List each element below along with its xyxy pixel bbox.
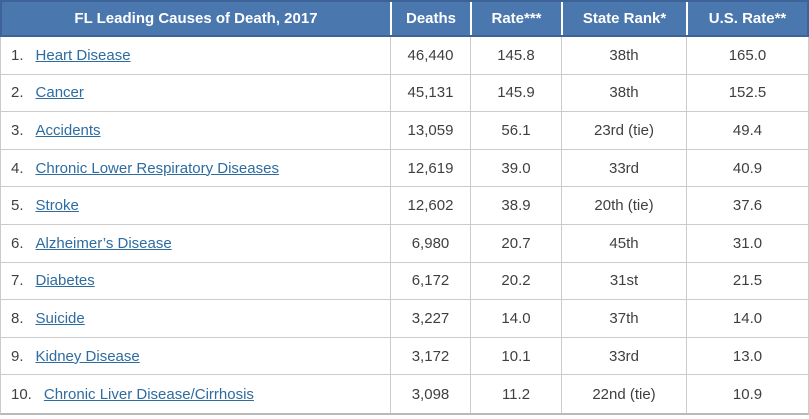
rank-number: 1. [11, 46, 24, 64]
rate-cell: 20.7 [470, 224, 561, 262]
cause-cell: 1. Heart Disease [1, 37, 390, 74]
cause-cell: 2. Cancer [1, 75, 390, 112]
cause-cell: 5. Stroke [1, 187, 390, 224]
us-rate-cell: 40.9 [686, 149, 808, 187]
table-row: 7. Diabetes 6,172 20.2 31st 21.5 [1, 262, 808, 301]
table-row: 9. Kidney Disease 3,172 10.1 33rd 13.0 [1, 337, 808, 376]
state-rank-cell: 37th [561, 300, 686, 337]
cause-cell: 8. Suicide [1, 300, 390, 337]
us-rate-cell: 165.0 [686, 37, 808, 74]
deaths-cell: 6,980 [390, 224, 470, 262]
state-rank-cell: 38th [561, 37, 686, 74]
table-row: 4. Chronic Lower Respiratory Diseases 12… [1, 149, 808, 188]
rank-number: 4. [11, 159, 24, 177]
rate-cell: 145.9 [470, 74, 561, 112]
cause-link[interactable]: Stroke [35, 197, 79, 215]
rate-cell: 38.9 [470, 187, 561, 224]
cause-cell: 4. Chronic Lower Respiratory Diseases [1, 150, 390, 187]
us-rate-cell: 10.9 [686, 375, 808, 413]
rate-cell: 11.2 [470, 375, 561, 413]
cause-cell: 7. Diabetes [1, 263, 390, 300]
rank-number: 3. [11, 121, 24, 139]
column-header-us-rate: U.S. Rate** [686, 2, 807, 35]
us-rate-cell: 13.0 [686, 337, 808, 375]
rank-number: 6. [11, 234, 24, 252]
state-rank-cell: 38th [561, 74, 686, 112]
deaths-cell: 3,172 [390, 337, 470, 375]
rank-number: 10. [11, 385, 32, 403]
deaths-cell: 13,059 [390, 112, 470, 149]
state-rank-cell: 31st [561, 262, 686, 300]
column-header-state-rank: State Rank* [561, 2, 686, 35]
table-title: FL Leading Causes of Death, 2017 [74, 10, 318, 27]
us-rate-cell: 152.5 [686, 74, 808, 112]
state-rank-cell: 22nd (tie) [561, 375, 686, 413]
cause-cell: 9. Kidney Disease [1, 338, 390, 375]
deaths-cell: 12,619 [390, 149, 470, 187]
cause-link[interactable]: Accidents [35, 121, 101, 139]
cause-cell: 3. Accidents [1, 112, 390, 149]
table-row: 10. Chronic Liver Disease/Cirrhosis 3,09… [1, 375, 808, 413]
column-header-rate: Rate*** [470, 2, 561, 35]
table-header-row: FL Leading Causes of Death, 2017 Deaths … [0, 0, 809, 37]
table-row: 6. Alzheimer’s Disease 6,980 20.7 45th 3… [1, 224, 808, 263]
table-row: 2. Cancer 45,131 145.9 38th 152.5 [1, 74, 808, 113]
rate-cell: 20.2 [470, 262, 561, 300]
deaths-cell: 3,098 [390, 375, 470, 413]
cause-link[interactable]: Heart Disease [35, 46, 131, 64]
deaths-cell: 3,227 [390, 300, 470, 337]
table-body: 1. Heart Disease 46,440 145.8 38th 165.0… [0, 37, 809, 415]
cause-link[interactable]: Cancer [35, 84, 84, 102]
rate-cell: 39.0 [470, 149, 561, 187]
rank-number: 8. [11, 309, 24, 327]
table-row: 1. Heart Disease 46,440 145.8 38th 165.0 [1, 37, 808, 75]
column-header-deaths: Deaths [390, 2, 470, 35]
cause-link[interactable]: Alzheimer’s Disease [35, 234, 172, 252]
cause-cell: 6. Alzheimer’s Disease [1, 225, 390, 262]
deaths-cell: 46,440 [390, 37, 470, 74]
rate-cell: 145.8 [470, 37, 561, 74]
cause-link[interactable]: Diabetes [35, 272, 95, 290]
cause-link[interactable]: Chronic Lower Respiratory Diseases [35, 159, 279, 177]
rate-cell: 56.1 [470, 112, 561, 149]
rate-cell: 14.0 [470, 300, 561, 337]
cause-link[interactable]: Chronic Liver Disease/Cirrhosis [43, 385, 254, 403]
state-rank-cell: 33rd [561, 337, 686, 375]
rank-number: 5. [11, 197, 24, 215]
us-rate-cell: 37.6 [686, 187, 808, 224]
us-rate-cell: 49.4 [686, 112, 808, 149]
state-rank-cell: 45th [561, 224, 686, 262]
us-rate-cell: 14.0 [686, 300, 808, 337]
us-rate-cell: 31.0 [686, 224, 808, 262]
rank-number: 9. [11, 347, 24, 365]
cause-cell: 10. Chronic Liver Disease/Cirrhosis [1, 375, 390, 413]
cause-link[interactable]: Kidney Disease [35, 347, 140, 365]
state-rank-cell: 23rd (tie) [561, 112, 686, 149]
deaths-cell: 6,172 [390, 262, 470, 300]
table-row: 8. Suicide 3,227 14.0 37th 14.0 [1, 300, 808, 338]
us-rate-cell: 21.5 [686, 262, 808, 300]
rank-number: 7. [11, 272, 24, 290]
table-row: 5. Stroke 12,602 38.9 20th (tie) 37.6 [1, 187, 808, 225]
table-row: 3. Accidents 13,059 56.1 23rd (tie) 49.4 [1, 112, 808, 150]
state-rank-cell: 33rd [561, 149, 686, 187]
rank-number: 2. [11, 84, 24, 102]
deaths-cell: 12,602 [390, 187, 470, 224]
cause-link[interactable]: Suicide [35, 309, 85, 327]
rate-cell: 10.1 [470, 337, 561, 375]
state-rank-cell: 20th (tie) [561, 187, 686, 224]
deaths-cell: 45,131 [390, 74, 470, 112]
